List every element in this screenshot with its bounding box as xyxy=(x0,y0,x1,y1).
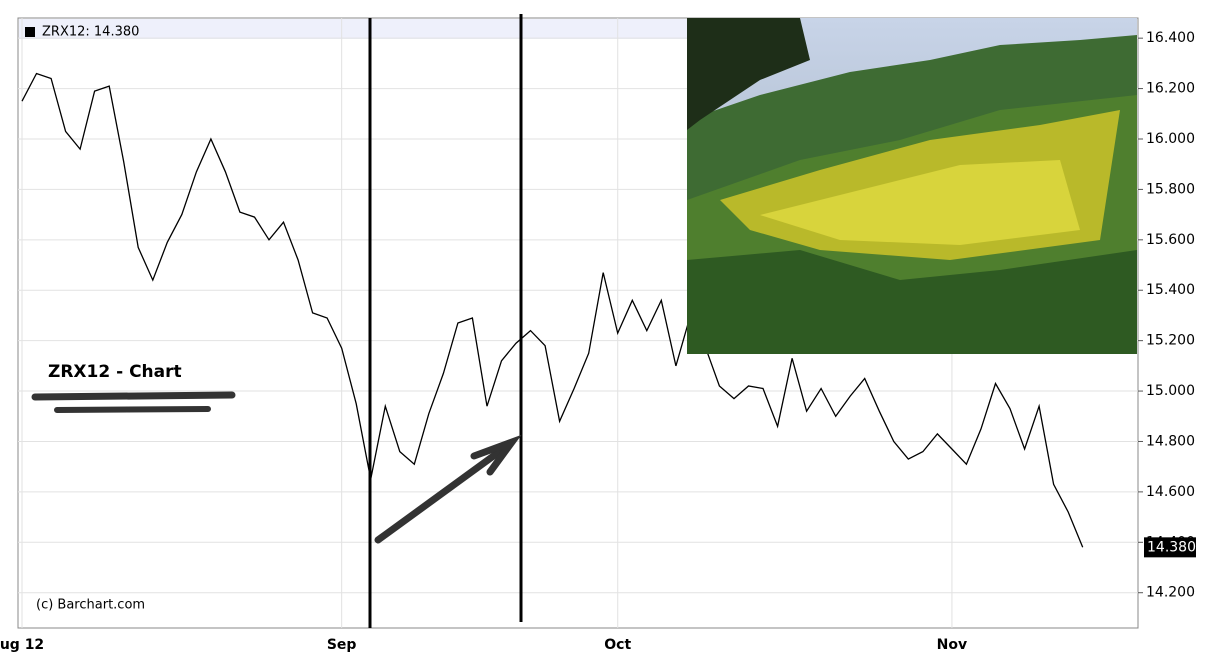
legend-label: ZRX12: 14.380 xyxy=(42,25,139,40)
x-tick-label: ug 12 xyxy=(0,637,44,653)
y-tick-label: 16.400 xyxy=(1146,30,1195,46)
y-tick-label: 15.200 xyxy=(1146,333,1195,349)
y-tick-label: 16.000 xyxy=(1146,131,1195,147)
x-tick-label: Nov xyxy=(937,637,967,653)
y-tick-label: 14.200 xyxy=(1146,585,1195,601)
y-tick-label: 15.600 xyxy=(1146,232,1195,248)
x-tick-label: Oct xyxy=(604,637,631,653)
photo xyxy=(687,18,1137,354)
last-value-label: 14.380 xyxy=(1147,539,1196,555)
underline-strokes xyxy=(31,391,236,413)
arrow xyxy=(374,434,522,544)
last-value-box xyxy=(1144,537,1196,558)
annotation: ZRX12 - Chart xyxy=(48,362,182,382)
y-tick-label: 14.800 xyxy=(1146,433,1195,449)
y-tick-label: 16.200 xyxy=(1146,81,1195,97)
copyright: (c) Barchart.com xyxy=(36,598,145,613)
y-tick-label: 15.400 xyxy=(1146,282,1195,298)
y-tick-label: 15.800 xyxy=(1146,181,1195,197)
price-line xyxy=(21,72,1084,548)
legend-swatch xyxy=(25,27,35,37)
y-tick-label: 15.000 xyxy=(1146,383,1195,399)
y-tick-label: 14.600 xyxy=(1146,484,1195,500)
x-tick-label: Sep xyxy=(327,637,357,653)
